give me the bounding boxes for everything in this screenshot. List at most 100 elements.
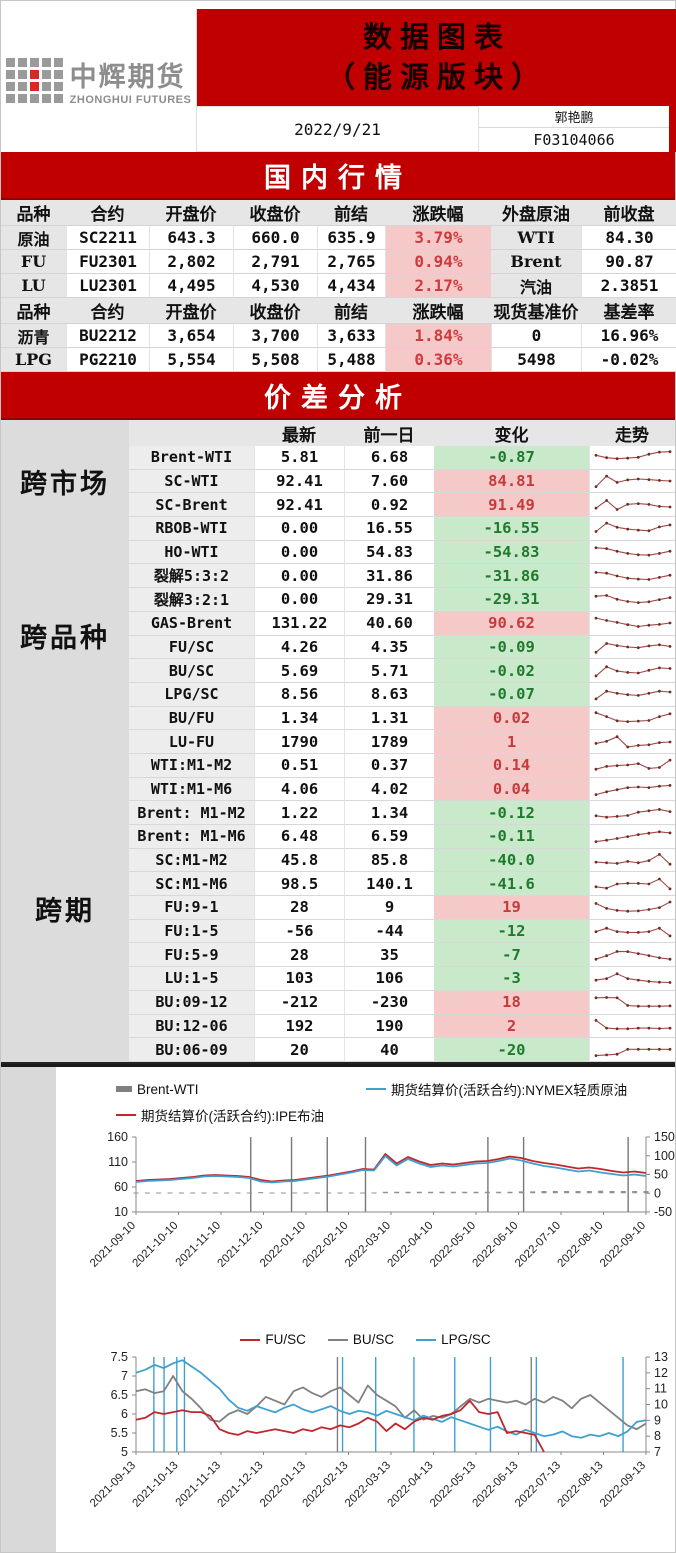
column-header: 前收盘: [581, 200, 676, 226]
cell-latest: 28: [254, 943, 344, 968]
cell-sparkline: [589, 659, 675, 683]
cell-open: 5,554: [149, 348, 233, 372]
cell-spread-name: BU/FU: [129, 706, 254, 731]
cell-sparkline: [589, 1014, 675, 1039]
cell-latest: 1.34: [254, 706, 344, 731]
cell-change: 2: [434, 1014, 589, 1039]
trend-sparkline: [594, 996, 671, 1008]
cell-prev-settle: 5,488: [317, 348, 385, 372]
cell-contract: BU2212: [66, 324, 149, 348]
cell-open: 4,495: [149, 274, 233, 298]
svg-text:0: 0: [654, 1186, 661, 1200]
cell-sparkline: [589, 872, 675, 897]
cell-change: -54.83: [434, 540, 589, 565]
cell-contract: FU2301: [66, 250, 149, 274]
table-row: 裂解5:3:2 0.00 31.86 -31.86: [129, 564, 675, 589]
cell-spread-name: 裂解5:3:2: [129, 564, 254, 589]
trend-sparkline: [594, 901, 671, 914]
cell-latest: 5.81: [254, 446, 344, 470]
charts-left-margin: [1, 1067, 56, 1553]
legend-line-swatch: [327, 1338, 348, 1341]
legend-bar-swatch: [116, 1086, 132, 1093]
table-row: 裂解3:2:1 0.00 29.31 -29.31: [129, 588, 675, 612]
cell-change: -40.0: [434, 848, 589, 873]
trend-sparkline: [594, 949, 671, 961]
cell-change-pct: 3.79%: [385, 226, 491, 250]
table-row: SC-Brent 92.41 0.92 91.49: [129, 493, 675, 518]
column-header: 涨跌幅: [385, 298, 491, 324]
cell-contract: PG2210: [66, 348, 149, 372]
cell-change: 84.81: [434, 469, 589, 494]
cell-latest: 4.26: [254, 635, 344, 660]
trend-sparkline: [594, 877, 671, 891]
cell-latest: 0.00: [254, 564, 344, 589]
ratio-spread-chart: 7.576.565.55131211109872021-09-132021-10…: [88, 1350, 668, 1510]
trend-sparkline: [594, 972, 671, 985]
cell-latest: -56: [254, 919, 344, 944]
svg-text:10: 10: [654, 1398, 668, 1412]
svg-text:12: 12: [654, 1366, 668, 1380]
cell-change: -12: [434, 919, 589, 944]
cell-prev-day: 35: [344, 943, 434, 968]
legend-label: LPG/SC: [441, 1332, 491, 1348]
trend-sparkline: [594, 641, 671, 654]
cell-latest: 92.41: [254, 469, 344, 494]
legend-label: FU/SC: [265, 1332, 306, 1348]
column-header: 合约: [66, 298, 149, 324]
report-header: 中辉期货 ZHONGHUI FUTURES 数据图表 （能源版块） 2022/9…: [1, 1, 676, 152]
table-row: LU:1-5 103 106 -3: [129, 967, 675, 991]
svg-text:50: 50: [654, 1168, 668, 1182]
cell-prev-day: 140.1: [344, 872, 434, 897]
column-header-empty: [129, 420, 254, 446]
column-header-trend: 走势: [589, 420, 675, 446]
svg-text:60: 60: [114, 1180, 128, 1194]
legend-item: BU/SC: [327, 1332, 394, 1347]
cell-sparkline: [589, 825, 675, 849]
svg-text:7: 7: [121, 1369, 128, 1383]
cell-contract: LU2301: [66, 274, 149, 298]
svg-text:2021-10-10: 2021-10-10: [131, 1220, 181, 1270]
trend-sparkline: [594, 450, 671, 461]
cell-change: 0.02: [434, 706, 589, 731]
cell-sparkline: [589, 967, 675, 991]
svg-text:7: 7: [654, 1445, 661, 1459]
cell-prev-day: 31.86: [344, 564, 434, 589]
column-header-prev-day: 前一日: [344, 420, 434, 446]
trend-sparkline: [594, 758, 671, 771]
cell-spread-name: Brent: M1-M6: [129, 825, 254, 849]
cell-external-value: 90.87: [581, 250, 676, 274]
table-row: BU:12-06 192 190 2: [129, 1014, 675, 1039]
table-row: Brent-WTI 5.81 6.68 -0.87: [129, 446, 675, 470]
cell-prev-day: 29.31: [344, 588, 434, 612]
cell-spread-name: BU:06-09: [129, 1038, 254, 1062]
cell-sparkline: [589, 588, 675, 612]
cell-sparkline: [589, 446, 675, 470]
cell-latest: 0.00: [254, 517, 344, 541]
cell-prev-day: 7.60: [344, 469, 434, 494]
cell-external-value: 84.30: [581, 226, 676, 250]
trend-sparkline: [594, 830, 671, 844]
cell-spread-name: 裂解3:2:1: [129, 588, 254, 612]
cell-spread-name: SC-Brent: [129, 493, 254, 518]
svg-text:2022-09-13: 2022-09-13: [598, 1460, 648, 1510]
legend-label: 期货结算价(活跃合约):NYMEX轻质原油: [391, 1083, 628, 1099]
cell-change: 91.49: [434, 493, 589, 518]
cell-change-pct: 2.17%: [385, 274, 491, 298]
svg-text:5: 5: [121, 1445, 128, 1459]
table-row: WTI:M1-M2 0.51 0.37 0.14: [129, 753, 675, 778]
charts-section: Brent-WTI 期货结算价(活跃合约):NYMEX轻质原油 期货结算价(活跃合约…: [1, 1064, 675, 1553]
cell-open: 3,654: [149, 324, 233, 348]
analyst-id: F03104066: [533, 131, 615, 149]
table-row: HO-WTI 0.00 54.83 -54.83: [129, 540, 675, 565]
cell-sparkline: [589, 730, 675, 754]
cell-spread-name: WTI:M1-M2: [129, 753, 254, 778]
table-row: LU-FU 1790 1789 1: [129, 730, 675, 754]
cell-prev-settle: 635.9: [317, 226, 385, 250]
cell-sparkline: [589, 896, 675, 920]
cell-external: 汽油: [491, 274, 581, 298]
logo-company-name-en: ZHONGHUI FUTURES: [69, 94, 192, 106]
table-row: SC:M1-M2 45.8 85.8 -40.0: [129, 848, 675, 873]
table-row: BU/SC 5.69 5.71 -0.02: [129, 659, 675, 683]
cell-prev-day: 9: [344, 896, 434, 920]
